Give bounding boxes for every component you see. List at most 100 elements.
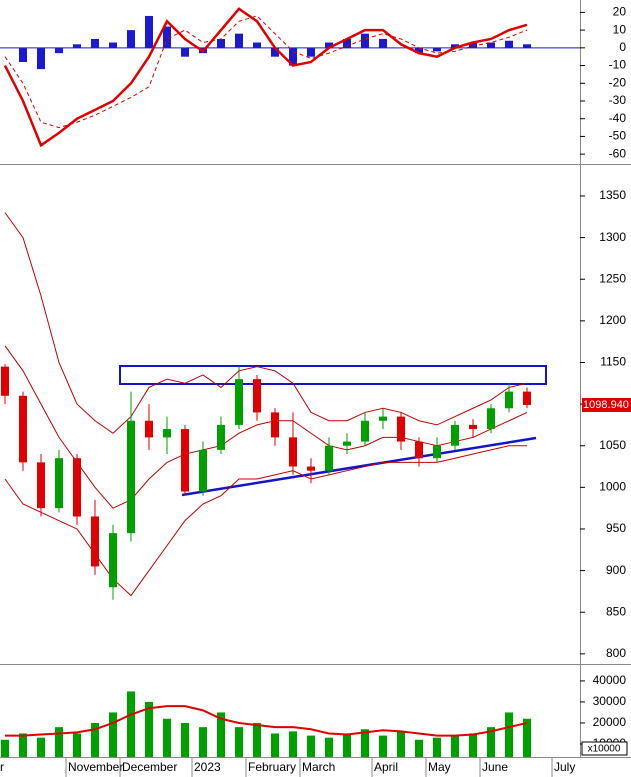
histogram-bar — [343, 38, 351, 48]
histogram-bar — [325, 42, 333, 48]
candle-body — [469, 424, 477, 430]
y-tick-label: 800 — [606, 646, 626, 660]
volume-bar — [487, 727, 495, 757]
histogram-bar — [271, 47, 279, 57]
y-tick-label: 1250 — [599, 271, 626, 285]
y-tick-label: 1350 — [599, 188, 626, 202]
candle-body — [181, 429, 189, 492]
candle-body — [433, 445, 441, 459]
y-tick-label: 1150 — [600, 355, 626, 369]
histogram-bar — [19, 47, 27, 63]
volume-bar — [505, 712, 513, 757]
histogram-bar — [415, 47, 423, 54]
histogram-bar — [127, 30, 135, 48]
volume-bar — [469, 733, 477, 757]
histogram-bar — [451, 44, 459, 48]
volume-bar — [397, 731, 405, 757]
histogram-bar — [37, 47, 45, 70]
resistance-box — [119, 365, 547, 385]
y-tick-label: 1200 — [599, 313, 626, 327]
unit-box — [581, 741, 628, 756]
candle-body — [109, 533, 117, 588]
x-tick-label: 2023 — [194, 760, 221, 774]
band-middle — [4, 345, 528, 509]
candle-body — [199, 449, 207, 492]
volume-bar — [19, 733, 27, 757]
histogram-bar — [253, 42, 261, 48]
y-tick-label: 1300 — [599, 230, 626, 244]
x-tick-label: July — [554, 760, 575, 774]
candle-body — [91, 516, 99, 567]
histogram-bar — [433, 47, 441, 52]
x-tick-label: May — [428, 760, 451, 774]
volume-bar — [361, 729, 369, 757]
volume-bar — [271, 733, 279, 757]
volume-bar — [127, 691, 135, 757]
last-price-label: 1098.940 — [583, 399, 629, 411]
last-price-box — [582, 397, 631, 412]
candle-body — [487, 408, 495, 430]
volume-bar — [307, 735, 315, 757]
y-tick-label: 900 — [606, 563, 626, 577]
candle-body — [307, 466, 315, 471]
histogram-bar — [361, 33, 369, 48]
y-tick-label: -20 — [609, 75, 627, 89]
x-tick-label: November — [68, 760, 123, 774]
volume-bar — [199, 727, 207, 757]
x-tick-label: r — [0, 760, 4, 774]
y-tick-label: -60 — [609, 146, 627, 160]
histogram-bar — [109, 42, 117, 48]
volume-bar — [235, 727, 243, 757]
candle-body — [397, 416, 405, 442]
candle-body — [379, 416, 387, 421]
volume-bar — [451, 735, 459, 757]
volume-bar — [325, 737, 333, 757]
candle-body — [37, 462, 45, 509]
y-tick-label: 850 — [606, 604, 626, 618]
histogram-bar — [55, 47, 63, 54]
x-tick-label: June — [482, 760, 508, 774]
candle-body — [253, 379, 261, 413]
volume-bar — [37, 737, 45, 757]
candle-body — [289, 437, 297, 467]
volume-ma — [5, 705, 528, 737]
volume-bar — [91, 722, 99, 757]
y-tick-label: 40000 — [593, 673, 627, 687]
y-tick-label: -30 — [609, 93, 627, 107]
y-tick-label: -10 — [609, 58, 627, 72]
y-tick-label: -50 — [609, 129, 627, 143]
band-lower — [4, 445, 527, 597]
candle-body — [235, 379, 243, 425]
y-tick-label: 0 — [619, 40, 626, 54]
x-tick-label: December — [122, 760, 177, 774]
volume-bar — [433, 737, 441, 757]
histogram-bar — [181, 47, 189, 57]
candle-body — [361, 420, 369, 442]
y-tick-label: 950 — [606, 521, 626, 535]
volume-bar — [289, 731, 297, 757]
support-trendline — [181, 436, 537, 497]
candle-body — [19, 395, 27, 463]
candle-body — [451, 424, 459, 446]
volume-bar — [181, 722, 189, 757]
candle-body — [163, 429, 171, 438]
candle-body — [217, 424, 225, 450]
candle-body — [415, 441, 423, 459]
signal-line — [4, 15, 528, 129]
volume-bar — [55, 727, 63, 757]
histogram-bar — [379, 38, 387, 48]
volume-bar — [253, 722, 261, 757]
volume-bar — [1, 739, 9, 757]
histogram-bar — [235, 33, 243, 48]
x-tick-label: March — [302, 760, 335, 774]
volume-bar — [73, 733, 81, 757]
volume-bar — [163, 718, 171, 757]
histogram-bar — [163, 26, 171, 48]
candle-body — [271, 412, 279, 438]
candle-body — [523, 391, 531, 405]
macd-line — [3, 7, 528, 148]
y-tick-label: -40 — [609, 111, 627, 125]
candle-body — [55, 458, 63, 509]
histogram-bar — [487, 42, 495, 48]
